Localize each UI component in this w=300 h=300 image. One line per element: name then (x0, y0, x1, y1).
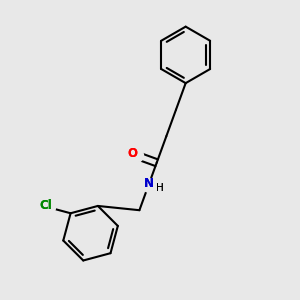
Text: H: H (156, 183, 164, 193)
Text: Cl: Cl (40, 199, 52, 212)
Text: N: N (144, 177, 154, 190)
Text: N: N (144, 177, 154, 190)
Text: H: H (156, 183, 164, 193)
Text: O: O (128, 147, 138, 160)
Text: Cl: Cl (40, 199, 52, 212)
Text: O: O (128, 147, 138, 160)
